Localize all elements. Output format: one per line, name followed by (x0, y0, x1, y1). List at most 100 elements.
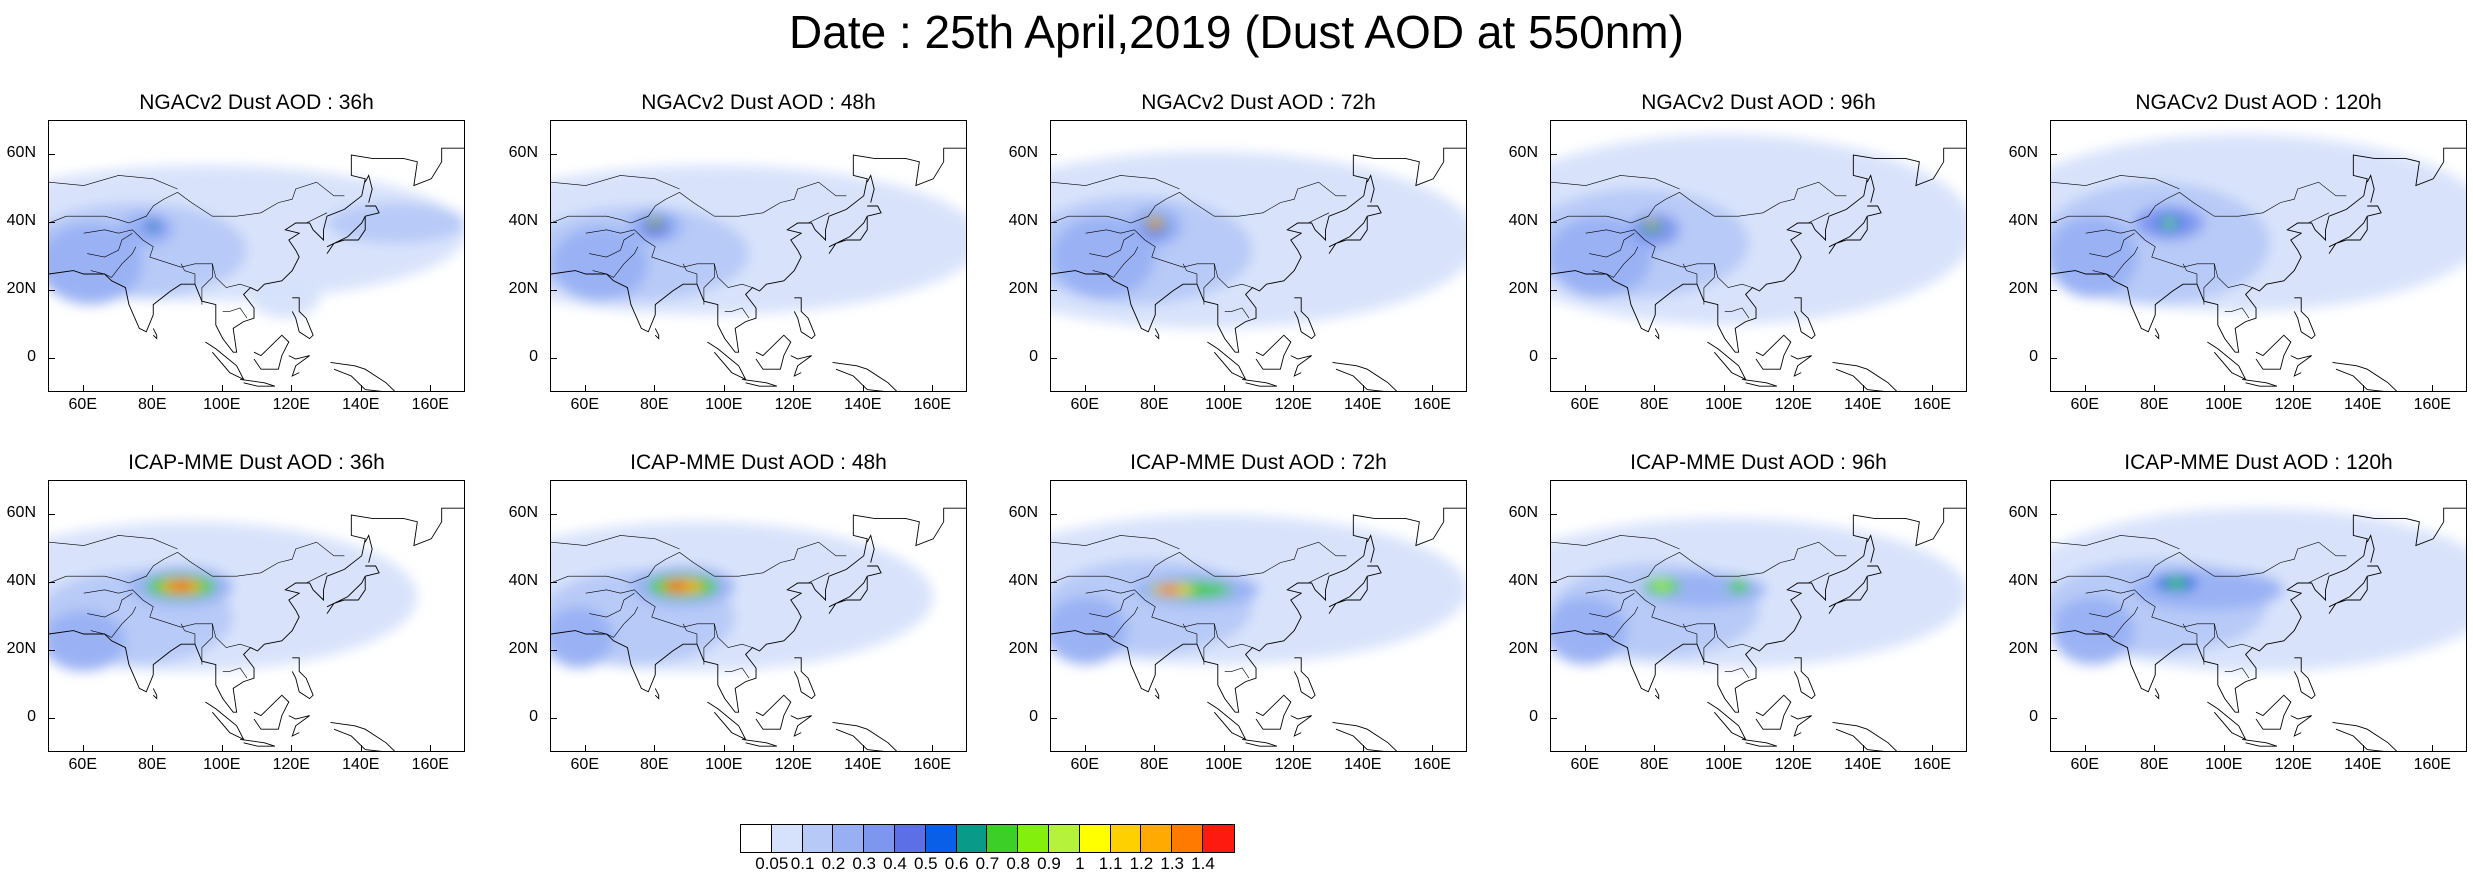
lat-tick-mark (550, 718, 557, 719)
lat-tick-mark (1550, 222, 1557, 223)
coastline (365, 565, 380, 577)
lon-tick-mark (932, 385, 934, 392)
coastline (2207, 701, 2247, 741)
lon-tick-mark (1223, 385, 1225, 392)
lon-tick-label: 80E (138, 756, 167, 773)
coastlines (1551, 147, 1966, 391)
lon-tick-label: 80E (2140, 396, 2169, 413)
country-border (589, 592, 635, 618)
coastline (2293, 657, 2316, 700)
colorbar-swatch (1110, 825, 1142, 852)
lon-tick-label: 120E (774, 756, 812, 773)
colorbar-swatch (894, 825, 926, 852)
lon-tick-label: 100E (1205, 756, 1243, 773)
coastline (1790, 355, 1812, 377)
coastline (1867, 565, 1882, 577)
country-border (682, 263, 698, 285)
lon-tick-mark (1793, 745, 1795, 752)
country-border (2051, 215, 2132, 224)
country-border (1224, 307, 1250, 319)
coastline (832, 361, 898, 391)
coastline (1293, 657, 1316, 700)
coastline (1366, 174, 1375, 203)
lat-tick-label: 60N (1508, 504, 1538, 521)
lat-tick-mark (1550, 582, 1557, 583)
country-border (1092, 246, 1139, 278)
coastline (1828, 215, 1868, 254)
map-canvas (1551, 134, 1966, 391)
country-border (2182, 263, 2198, 285)
lat-tick-label: 60N (6, 504, 36, 521)
coastline (790, 355, 812, 377)
map-canvas (2051, 134, 2466, 391)
country-border (1682, 263, 1698, 285)
coastlines (2051, 507, 2466, 751)
lon-tick-mark (1862, 385, 1864, 392)
coastline (1654, 688, 1660, 700)
lon-tick-label: 60E (1070, 756, 1099, 773)
lon-tick-mark (1723, 745, 1725, 752)
lon-tick-mark (2362, 745, 2364, 752)
lon-tick-mark (654, 385, 656, 392)
country-border (703, 263, 715, 305)
country-border (1308, 572, 1330, 584)
lon-tick-mark (723, 745, 725, 752)
lon-tick-mark (584, 385, 586, 392)
lon-tick-label: 100E (1705, 396, 1743, 413)
dust-aod-map (550, 480, 967, 752)
country-border (1585, 229, 1753, 288)
lon-tick-label: 160E (1913, 756, 1951, 773)
lon-tick-mark (1362, 385, 1364, 392)
lon-tick-mark (82, 385, 84, 392)
colorbar-swatch (1141, 825, 1173, 852)
lon-tick-mark (932, 745, 934, 752)
lon-tick-label: 140E (1844, 396, 1882, 413)
lat-tick-label: 0 (27, 708, 36, 725)
lon-tick-label: 120E (1774, 756, 1812, 773)
panel-title: NGACv2 Dust AOD : 36h (139, 91, 374, 114)
country-border (1092, 606, 1139, 638)
country-border (2092, 606, 2139, 638)
coastlines (2051, 147, 2466, 391)
coastline (2255, 334, 2292, 370)
lat-tick-label: 0 (1029, 348, 1038, 365)
lat-tick-label: 20N (6, 280, 36, 297)
coastline (1366, 534, 1375, 563)
coastline (49, 147, 464, 353)
lat-tick-label: 0 (1029, 708, 1038, 725)
coastline (828, 575, 868, 614)
lon-tick-label: 80E (138, 396, 167, 413)
aod-contour (49, 610, 126, 672)
coastline (1328, 575, 1368, 614)
coastline (866, 174, 875, 203)
dust-plume-layer (1051, 515, 1466, 665)
coastline (1154, 688, 1160, 700)
colorbar-label: 1 (1075, 854, 1085, 873)
panel-title: NGACv2 Dust AOD : 72h (1141, 91, 1376, 114)
coastline (1866, 534, 1875, 563)
dust-aod-map (2050, 120, 2467, 392)
coastline (49, 507, 464, 713)
aod-contour (2162, 218, 2177, 228)
coastlines (1051, 507, 1466, 751)
country-border (2085, 589, 2253, 648)
lon-tick-label: 160E (411, 396, 449, 413)
map-canvas (551, 147, 966, 391)
lat-tick-mark (2050, 582, 2057, 583)
lon-tick-label: 60E (2070, 756, 2099, 773)
country-border (1085, 589, 1253, 648)
panel-title: ICAP-MME Dust AOD : 120h (2124, 451, 2393, 474)
coastline (240, 738, 276, 747)
dust-plume-layer (1551, 518, 1966, 668)
map-panel: NGACv2 Dust AOD : 48h 60N 40N 20N 0 60E 80E 100… (509, 90, 967, 417)
lat-tick-mark (2050, 222, 2057, 223)
country-border (1051, 215, 1132, 224)
country-border (2130, 181, 2347, 224)
lat-tick-label: 60N (1008, 504, 1038, 521)
aod-contour (665, 582, 687, 591)
country-border (1630, 541, 1847, 584)
lat-tick-label: 0 (2029, 348, 2038, 365)
coastline (1793, 657, 1816, 700)
coastline (832, 721, 898, 751)
lat-tick-label: 40N (6, 212, 36, 229)
